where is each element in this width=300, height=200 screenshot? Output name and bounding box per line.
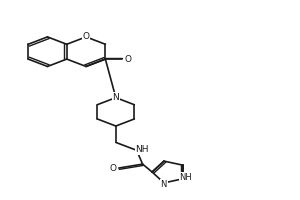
Text: NH: NH <box>179 173 192 182</box>
Text: NH: NH <box>135 145 149 154</box>
Text: N: N <box>112 93 119 102</box>
Text: O: O <box>125 55 132 64</box>
Text: O: O <box>82 32 90 41</box>
Text: N: N <box>160 180 167 189</box>
Text: O: O <box>110 164 117 173</box>
